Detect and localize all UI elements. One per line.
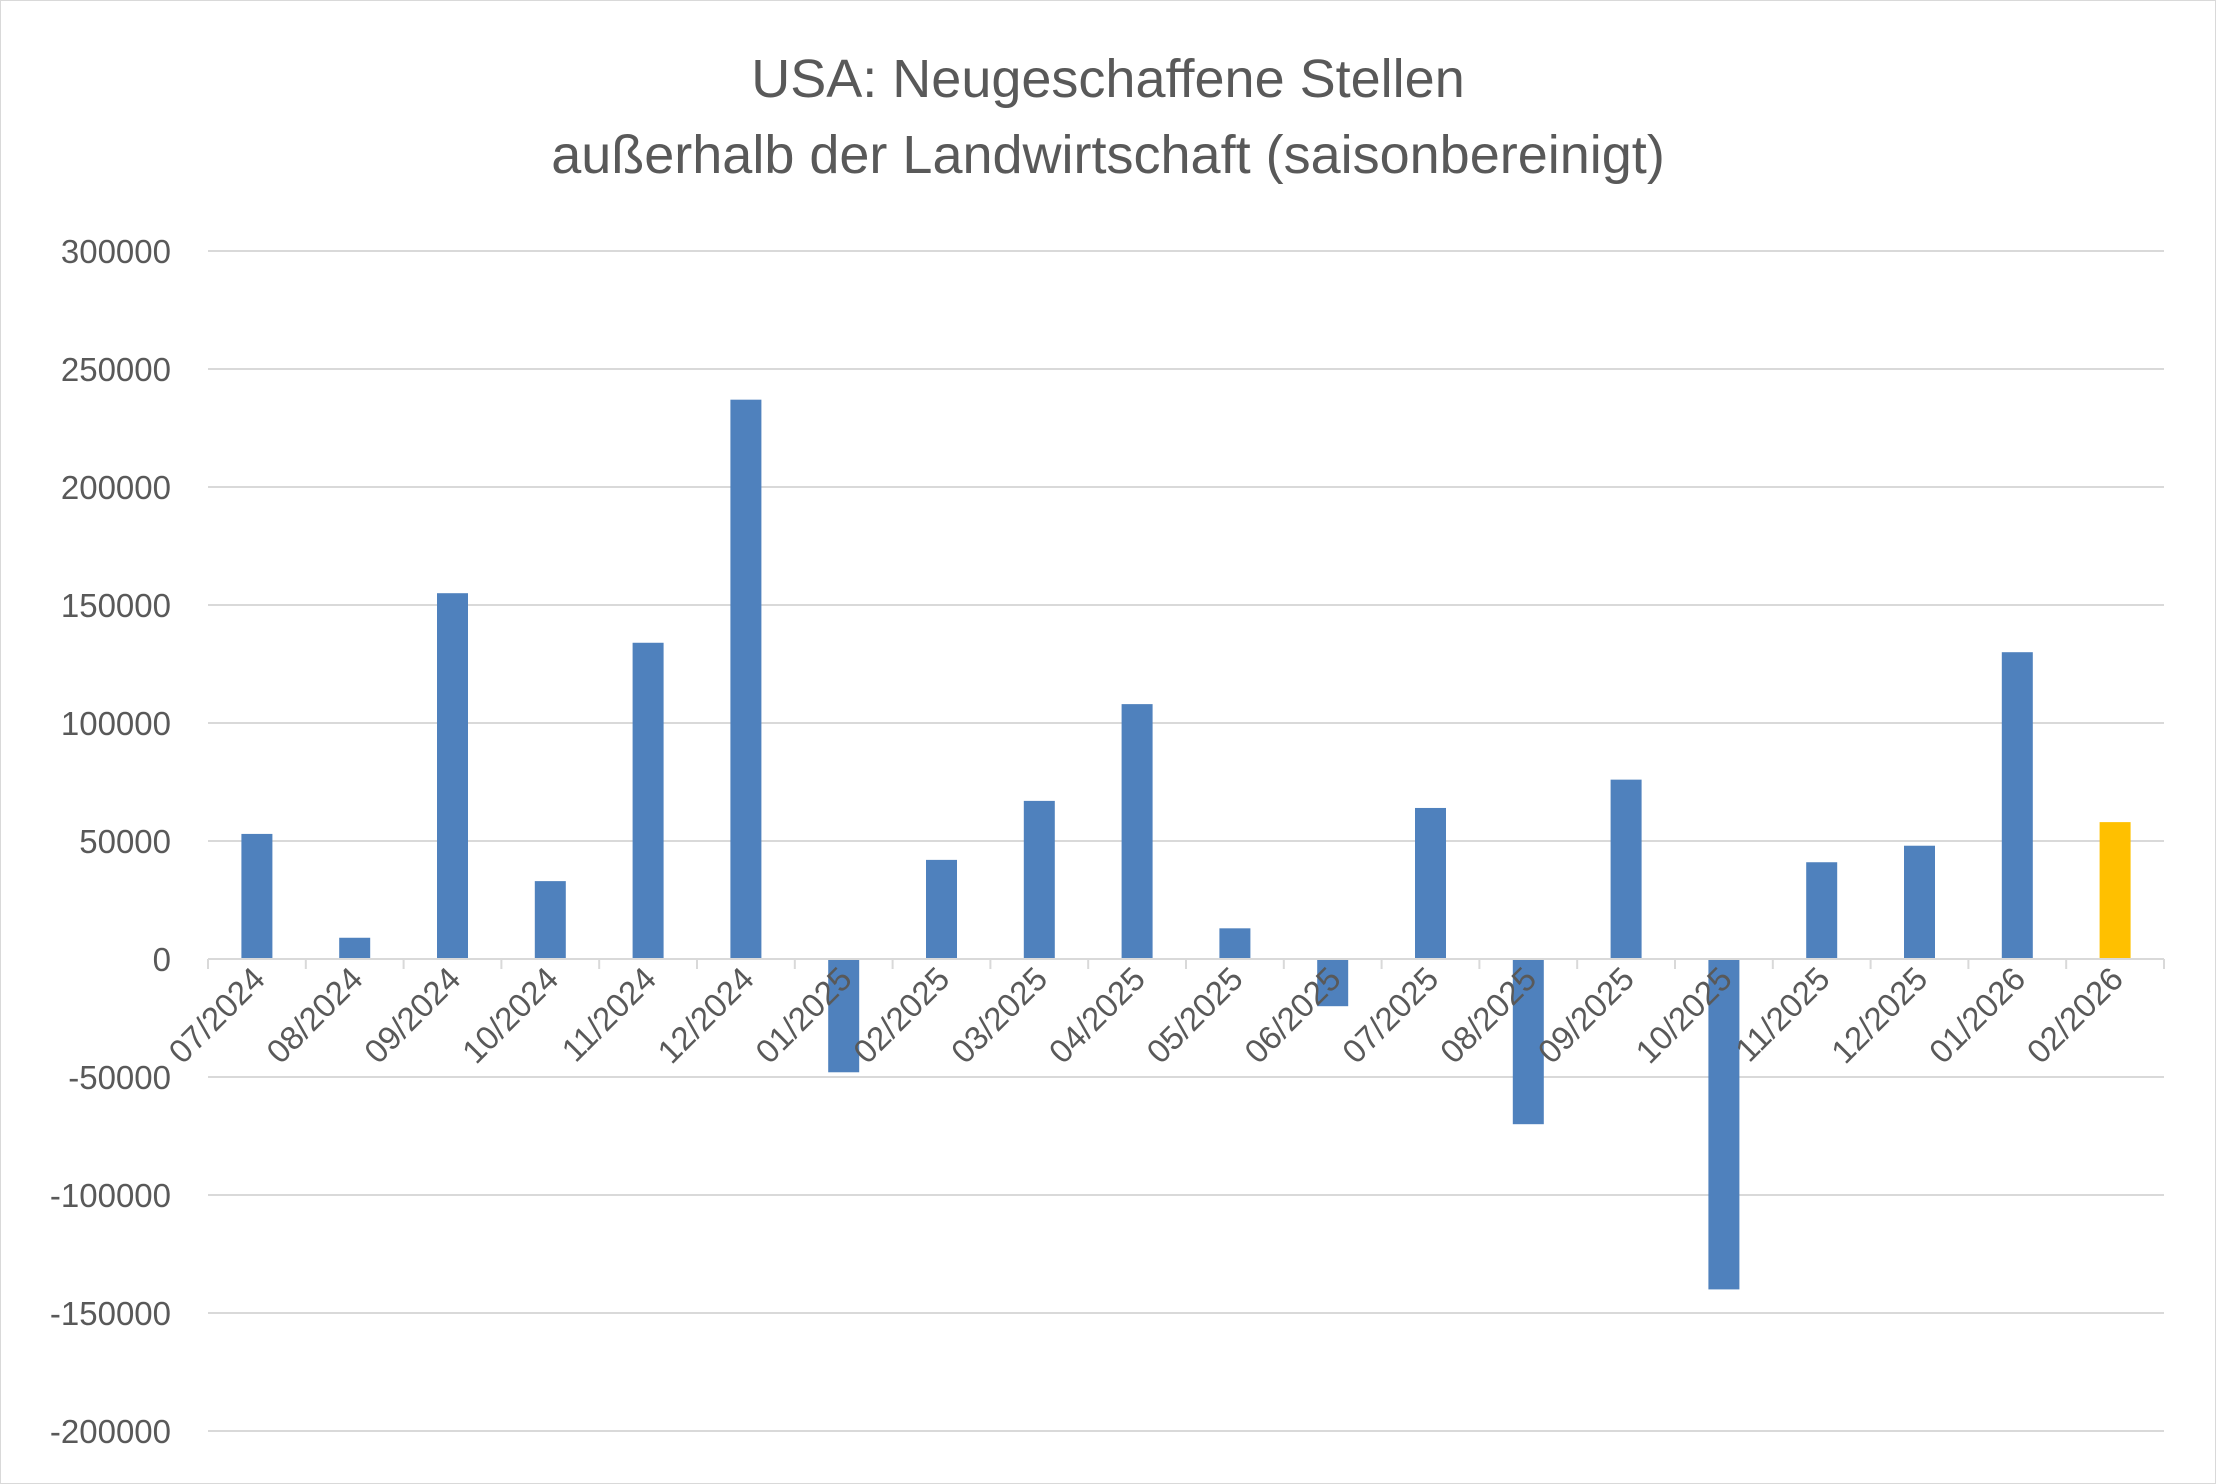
y-tick-label: -100000 [50,1177,171,1214]
bar-08-2024 [339,937,371,959]
x-tick-label: 10/2024 [455,960,566,1071]
x-tick-label: 09/2025 [1531,960,1642,1071]
x-tick-label: 04/2025 [1042,960,1153,1071]
bar-08-2025 [1512,959,1544,1125]
bar-09-2025 [1610,779,1642,959]
x-tick-label: 03/2025 [944,960,1055,1071]
x-tick-label: 01/2026 [1922,960,2033,1071]
bar-10-2025 [1708,959,1740,1290]
bar-11-2024 [632,642,664,959]
bar-11-2025 [1806,862,1838,959]
y-tick-label: 300000 [61,233,171,270]
bars [241,399,2131,1290]
x-tick-label: 05/2025 [1139,960,1250,1071]
x-tick-label: 08/2024 [259,960,370,1071]
x-tick-label: 02/2025 [846,960,957,1071]
y-tick-label: 150000 [61,587,171,624]
bar-12-2025 [1904,845,1935,959]
chart-title-block: USA: Neugeschaffene Stellen außerhalb de… [1,41,2215,193]
bar-07-2024 [241,833,273,959]
y-tick-label: 100000 [61,705,171,742]
bar-07-2025 [1415,807,1446,959]
gridlines [208,250,2164,1432]
y-tick-label: -50000 [68,1059,171,1096]
x-tick-label: 09/2024 [357,960,468,1071]
y-axis: 300000 250000 200000 150000 100000 50000 0 -500… [50,233,171,1450]
bar-03-2025 [1023,800,1055,959]
y-tick-label: 50000 [79,823,171,860]
x-tick-label: 06/2025 [1237,960,1348,1071]
y-tick-label: 0 [153,941,171,978]
bar-10-2024 [534,881,566,959]
bar-01-2025 [828,959,860,1073]
chart-title: USA: Neugeschaffene Stellen [751,49,1465,109]
x-tick-label: 12/2025 [1824,960,1935,1071]
y-tick-label: -150000 [50,1295,171,1332]
y-tick-label: -200000 [50,1413,171,1450]
y-tick-label: 250000 [61,351,171,388]
x-tick-label: 11/2025 [1728,960,1837,1069]
x-tick-label: 07/2024 [161,960,272,1071]
x-axis: 07/202408/202409/202410/202411/202412/20… [161,960,2130,1071]
bar-02-2025 [926,859,957,959]
x-tick-label: 07/2025 [1335,960,1446,1071]
bar-12-2024 [730,399,762,959]
y-tick-label: 200000 [61,469,171,506]
bar-02-2026 [2099,822,2131,959]
bar-09-2024 [437,593,468,959]
bar-06-2025 [1317,959,1349,1007]
zero-axis [207,958,2165,969]
bar-05-2025 [1219,928,1251,959]
x-tick-label: 02/2026 [2020,960,2131,1071]
chart-subtitle: außerhalb der Landwirtschaft (saisonbere… [551,125,1665,185]
bar-04-2025 [1121,704,1153,959]
x-tick-label: 11/2024 [554,960,663,1069]
bar-01-2026 [2001,652,2033,959]
x-tick-label: 12/2024 [650,960,761,1071]
